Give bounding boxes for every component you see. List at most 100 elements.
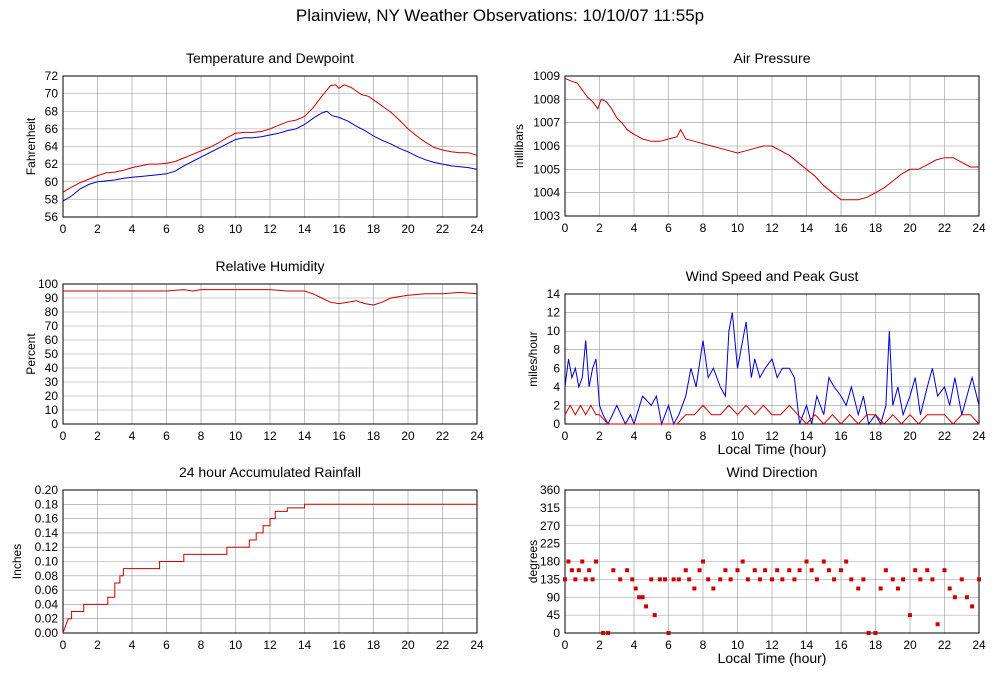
- wind-xtick-label: 22: [938, 429, 952, 443]
- direction-xtick-label: 20: [903, 638, 917, 652]
- direction-point: [723, 568, 728, 573]
- humidity-ytick-label: 80: [45, 305, 59, 319]
- rain-ytick-label: 0.16: [35, 512, 59, 526]
- direction-point: [687, 577, 692, 582]
- direction-point: [935, 622, 940, 627]
- direction-point: [625, 568, 630, 573]
- humidity-ytick-label: 100: [38, 277, 58, 291]
- rain-ytick-label: 0.14: [35, 526, 59, 540]
- direction-point: [878, 586, 883, 591]
- humidity-xtick-label: 6: [163, 429, 170, 443]
- direction-point: [844, 559, 849, 564]
- pressure-xtick-label: 14: [800, 221, 814, 235]
- rain-ytick-label: 0.06: [35, 583, 59, 597]
- wind-series-line-0: [564, 312, 980, 426]
- humidity-title: Relative Humidity: [216, 258, 325, 274]
- wind-title: Wind Speed and Peak Gust: [686, 268, 859, 284]
- humidity-ylabel: Percent: [24, 333, 38, 375]
- direction-point: [633, 586, 638, 591]
- direction-ytick-label: 315: [540, 501, 560, 515]
- direction-point: [594, 559, 599, 564]
- direction-point: [977, 577, 981, 582]
- direction-point: [787, 568, 792, 573]
- direction-point: [849, 577, 854, 582]
- direction-xtick-label: 12: [765, 638, 779, 652]
- wind-xtick-label: 24: [972, 429, 986, 443]
- pressure-ytick-label: 1005: [533, 162, 560, 176]
- temp-title: Temperature and Dewpoint: [186, 50, 354, 66]
- direction-point: [580, 559, 585, 564]
- rain-title: 24 hour Accumulated Rainfall: [179, 464, 361, 480]
- wind-ytick-label: 2: [553, 398, 560, 412]
- direction-xlabel: Local Time (hour): [718, 650, 827, 666]
- direction-point: [895, 586, 900, 591]
- direction-point: [671, 577, 676, 582]
- humidity-ytick-label: 20: [45, 389, 59, 403]
- wind-xtick-label: 20: [903, 429, 917, 443]
- pressure-series-line-0: [564, 77, 979, 201]
- temp-ytick-label: 68: [45, 104, 59, 118]
- direction-point: [770, 577, 774, 582]
- rain-xtick-label: 12: [263, 638, 277, 652]
- wind-xtick-label: 14: [800, 429, 814, 443]
- temp-ytick-label: 56: [45, 210, 59, 224]
- wind-xtick-label: 16: [834, 429, 848, 443]
- direction-point: [692, 586, 697, 591]
- wind-series-line-1: [564, 404, 980, 425]
- direction-point: [839, 568, 843, 573]
- direction-point: [740, 559, 745, 564]
- direction-point: [649, 577, 654, 582]
- direction-point: [918, 577, 923, 582]
- direction-point: [775, 568, 780, 573]
- humidity-xtick-label: 22: [436, 429, 450, 443]
- wind-xtick-label: 12: [765, 429, 779, 443]
- humidity-ytick-label: 50: [45, 347, 59, 361]
- direction-xtick-label: 18: [869, 638, 883, 652]
- temp-xtick-label: 24: [470, 222, 484, 236]
- direction-xtick-label: 16: [834, 638, 848, 652]
- rain-xtick-label: 8: [198, 638, 205, 652]
- direction-point: [780, 577, 785, 582]
- direction-point: [959, 577, 964, 582]
- direction-point: [883, 568, 888, 573]
- humidity-xtick-label: 0: [60, 429, 67, 443]
- humidity-ytick-label: 30: [45, 375, 59, 389]
- direction-point: [637, 595, 642, 600]
- direction-point: [947, 586, 952, 591]
- humidity-ytick-label: 0: [51, 417, 58, 431]
- wind-ytick-label: 6: [553, 361, 560, 375]
- rain-xtick-label: 22: [436, 638, 450, 652]
- direction-xtick-label: 24: [972, 638, 986, 652]
- direction-point: [697, 568, 702, 573]
- pressure-xtick-label: 12: [765, 221, 779, 235]
- pressure-xtick-label: 6: [665, 221, 672, 235]
- wind-xtick-label: 2: [596, 429, 603, 443]
- rain-ytick-label: 0.02: [35, 612, 59, 626]
- direction-point: [640, 595, 645, 600]
- direction-point: [752, 568, 757, 573]
- wind-xlabel: Local Time (hour): [718, 441, 827, 457]
- rain-xtick-label: 2: [94, 638, 101, 652]
- pressure-ytick-label: 1006: [533, 139, 560, 153]
- pressure-xtick-label: 24: [972, 221, 986, 235]
- temp-xtick-label: 16: [332, 222, 346, 236]
- temp-plot-frame: [62, 75, 478, 218]
- direction-point: [913, 568, 918, 573]
- temp-ylabel: Fahrenheit: [24, 117, 38, 175]
- direction-point: [826, 568, 831, 573]
- direction-ytick-label: 180: [540, 555, 560, 569]
- direction-xtick-label: 14: [800, 638, 814, 652]
- wind-ylabel: miles/hour: [526, 331, 540, 386]
- direction-point: [666, 631, 671, 635]
- direction-ytick-label: 270: [540, 519, 560, 533]
- direction-xtick-label: 22: [938, 638, 952, 652]
- rain-xtick-label: 24: [470, 638, 484, 652]
- humidity-xtick-label: 4: [129, 429, 136, 443]
- direction-ytick-label: 360: [540, 483, 560, 497]
- rain-xtick-label: 4: [129, 638, 136, 652]
- wind-ytick-label: 8: [553, 343, 560, 357]
